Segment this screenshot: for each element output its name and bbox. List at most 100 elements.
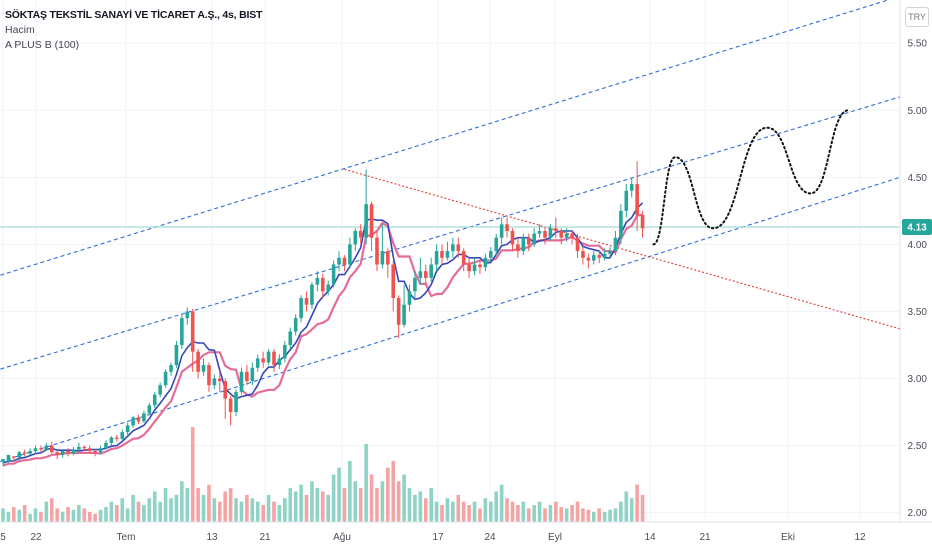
candle-body	[310, 284, 314, 305]
volume-bar	[510, 501, 515, 522]
candle-body	[386, 251, 390, 265]
candle-body	[337, 257, 341, 265]
volume-bar	[163, 488, 168, 522]
volume-bar	[283, 498, 287, 522]
price-axis-background	[900, 0, 932, 550]
volume-bar	[158, 501, 162, 522]
volume-bar	[581, 508, 585, 522]
time-axis[interactable]: 5 22 Tem 13 21 Ağu 17 24 Eyl 14 21 Eki 12	[0, 521, 932, 550]
volume-bar	[440, 505, 444, 522]
candle-body	[1, 458, 5, 462]
volume-bar	[331, 474, 336, 522]
volume-bar	[516, 505, 520, 522]
candle-body	[120, 432, 125, 439]
volume-bar	[212, 498, 217, 522]
candle-body	[115, 437, 119, 439]
candle-body	[380, 251, 385, 265]
volume-bar	[293, 491, 298, 522]
volume-bar	[299, 484, 303, 522]
candle-body	[548, 228, 553, 238]
volume-bar	[391, 460, 396, 522]
volume-bar	[602, 511, 607, 522]
candle-body	[250, 367, 255, 382]
volume-bar	[570, 505, 574, 522]
candle-body	[331, 264, 336, 285]
volume-bar	[348, 460, 352, 522]
candle-body	[71, 449, 76, 454]
candle-body	[142, 413, 146, 422]
volume-bar	[60, 511, 65, 522]
volume-bar	[624, 491, 629, 522]
candle-body	[28, 450, 32, 454]
candle-body	[283, 344, 287, 359]
volume-bar	[456, 494, 461, 522]
volume-legend[interactable]: Hacim	[5, 24, 35, 36]
volume-bar	[277, 505, 282, 522]
candle-body	[467, 264, 471, 272]
volume-bar	[152, 491, 157, 522]
volume-bar	[196, 488, 200, 522]
candle-body	[223, 381, 228, 399]
last-price-value: 4.13	[907, 222, 927, 233]
time-tick-label: Eki	[781, 532, 795, 543]
volume-bar	[201, 494, 206, 522]
candle-body	[591, 255, 596, 261]
candle-body	[640, 214, 645, 229]
candle-body	[39, 448, 43, 450]
indicator-blue-line	[2, 202, 644, 464]
volume-bar	[272, 501, 276, 522]
candle-body	[234, 391, 238, 413]
projection-curve	[652, 109, 850, 246]
candle-body	[163, 371, 168, 386]
volume-bar	[250, 498, 255, 522]
volume-bar	[369, 474, 374, 522]
volume-bar	[71, 509, 76, 522]
volume-bar	[49, 498, 54, 522]
candle-body	[304, 298, 309, 305]
candle-body	[456, 244, 461, 252]
candle-body	[33, 448, 38, 451]
time-tick-label: 13	[206, 532, 218, 543]
candle-body	[483, 257, 488, 268]
candle-body	[266, 351, 271, 363]
volume-bar	[521, 501, 526, 522]
volume-bar	[82, 508, 87, 522]
price-tick-label: 5.00	[908, 106, 928, 117]
volume-bar	[494, 491, 499, 522]
price-tick-label: 4.50	[908, 173, 928, 184]
price-axis[interactable]: 5.50 5.00 4.50 4.00 3.50 3.00 2.50 2.00 4.13	[899, 0, 932, 550]
volume-bar	[109, 501, 114, 522]
time-axis-background	[0, 522, 932, 550]
candle-body	[537, 230, 542, 234]
symbol-title[interactable]: SÖKTAŞ TEKSTİL SANAYİ VE TİCARET A.Ş., 4…	[5, 9, 263, 21]
indicator-legend[interactable]: A PLUS B (100)	[5, 39, 80, 51]
time-tick-label: 21	[699, 532, 711, 543]
volume-bar	[613, 508, 618, 522]
volume-bar	[499, 484, 504, 522]
volume-bar	[635, 484, 639, 522]
volume-bar	[591, 511, 596, 522]
volume-bar	[413, 494, 417, 522]
candle-body	[358, 230, 363, 238]
candle-body	[60, 450, 65, 455]
candle-body	[174, 344, 179, 366]
candle-body	[461, 251, 466, 265]
volume-bar	[386, 467, 390, 522]
candle-body	[423, 271, 428, 278]
volume-bar	[17, 509, 22, 522]
volume-bar	[586, 509, 591, 522]
volume-bar	[505, 498, 509, 522]
candle-body	[624, 190, 629, 211]
volume-bar	[1, 508, 5, 522]
volume-bar	[147, 498, 152, 522]
candle-body	[369, 204, 374, 238]
currency-button[interactable]: TRY	[905, 7, 929, 27]
volume-bar	[93, 513, 97, 522]
candle-body	[228, 398, 233, 413]
volume-bar	[288, 488, 293, 522]
grid-lines	[0, 0, 900, 522]
volume-bar	[472, 501, 477, 522]
volume-bar	[218, 501, 222, 522]
volume-bars	[1, 427, 645, 522]
